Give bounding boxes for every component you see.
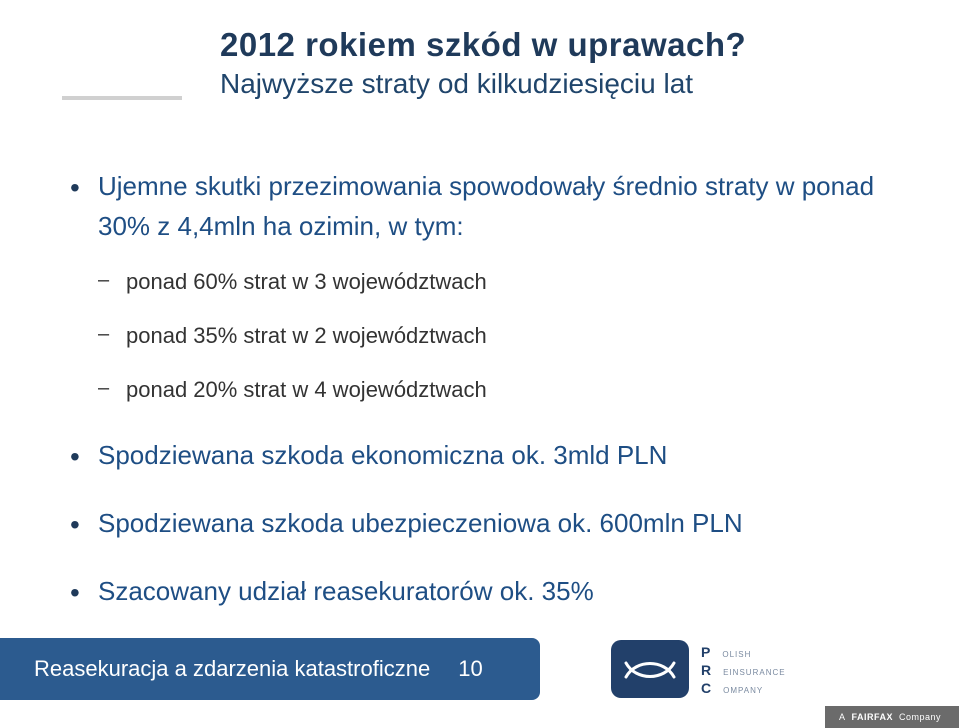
- logo-initial: P: [701, 644, 712, 660]
- title-rule: [62, 96, 182, 100]
- sub-bullet-list: ponad 60% strat w 3 województwach ponad …: [98, 265, 899, 407]
- fairfax-company: Company: [899, 712, 941, 722]
- sub-bullet-text: ponad 35% strat w 2 województwach: [126, 323, 487, 348]
- footer-title: Reasekuracja a zdarzenia katastroficzne: [34, 656, 430, 682]
- bullet-text: Spodziewana szkoda ekonomiczna ok. 3mld …: [98, 440, 667, 470]
- footer-bar: Reasekuracja a zdarzenia katastroficzne …: [0, 638, 540, 700]
- fairfax-a: A: [839, 712, 846, 722]
- swoosh-icon: [622, 649, 678, 689]
- bullet-text: Ujemne skutki przezimowania spowodowały …: [98, 171, 874, 241]
- bullet-item: Ujemne skutki przezimowania spowodowały …: [70, 166, 899, 407]
- sub-bullet-text: ponad 60% strat w 3 województwach: [126, 269, 487, 294]
- footer: Reasekuracja a zdarzenia katastroficzne …: [0, 630, 959, 728]
- company-logo-mark: [611, 640, 689, 698]
- sub-bullet-item: ponad 35% strat w 2 województwach: [98, 319, 899, 353]
- bullet-text: Spodziewana szkoda ubezpieczeniowa ok. 6…: [98, 508, 743, 538]
- slide-title: 2012 rokiem szkód w uprawach?: [220, 26, 746, 64]
- logo-initial: C: [701, 680, 713, 696]
- bullet-text: Szacowany udział reasekuratorów ok. 35%: [98, 576, 594, 606]
- bullet-item: Spodziewana szkoda ekonomiczna ok. 3mld …: [70, 435, 899, 475]
- bullet-list: Ujemne skutki przezimowania spowodowały …: [70, 166, 899, 612]
- logo-row: P OLISH: [701, 644, 901, 660]
- company-logo-text: P OLISH R EINSURANCE C OMPANY: [701, 644, 901, 696]
- fairfax-strip: A FAIRFAX Company: [825, 706, 959, 728]
- title-block: 2012 rokiem szkód w uprawach? Najwyższe …: [220, 26, 746, 100]
- sub-bullet-item: ponad 20% strat w 4 województwach: [98, 373, 899, 407]
- sub-bullet-text: ponad 20% strat w 4 województwach: [126, 377, 487, 402]
- page-number: 10: [458, 656, 482, 682]
- sub-bullet-item: ponad 60% strat w 3 województwach: [98, 265, 899, 299]
- logo-word: OMPANY: [723, 686, 763, 695]
- bullet-item: Szacowany udział reasekuratorów ok. 35%: [70, 571, 899, 611]
- slide: 2012 rokiem szkód w uprawach? Najwyższe …: [0, 0, 959, 728]
- logo-word: EINSURANCE: [723, 668, 785, 677]
- bullet-item: Spodziewana szkoda ubezpieczeniowa ok. 6…: [70, 503, 899, 543]
- logo-row: R EINSURANCE: [701, 662, 901, 678]
- logo-word: OLISH: [722, 650, 751, 659]
- slide-subtitle: Najwyższe straty od kilkudziesięciu lat: [220, 68, 746, 100]
- logo-initial: R: [701, 662, 713, 678]
- logo-row: C OMPANY: [701, 680, 901, 696]
- content-area: Ujemne skutki przezimowania spowodowały …: [70, 166, 899, 640]
- fairfax-brand: FAIRFAX: [851, 712, 893, 722]
